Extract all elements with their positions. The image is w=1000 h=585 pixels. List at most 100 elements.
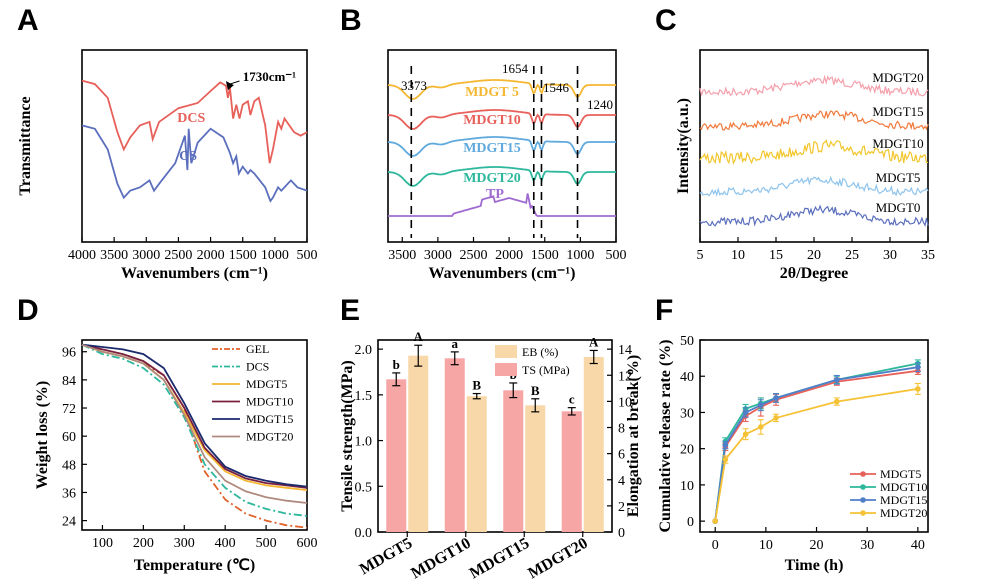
- data-point: [834, 377, 840, 383]
- y-tick-label: 2: [618, 500, 625, 515]
- legend-label: MDGT15: [880, 493, 927, 507]
- x-tick-label: 3000: [132, 248, 160, 263]
- tga-line-gel: [81, 343, 308, 529]
- legend-label: EB (%): [522, 345, 558, 359]
- y-tick-label: 60: [62, 430, 76, 445]
- panel-label-e: E: [340, 294, 360, 327]
- annotation-1730: 1730cm⁻¹: [243, 69, 296, 84]
- data-point: [722, 456, 729, 463]
- series-label: MDGT20: [463, 171, 521, 186]
- bar-eb: [466, 396, 487, 532]
- bar-ts: [444, 358, 465, 532]
- xrd-mdgt5: [699, 175, 929, 197]
- y-tick-label: 72: [62, 402, 76, 417]
- data-point: [722, 442, 729, 448]
- axis-title-y-left: Tensile strength(MPa): [339, 360, 356, 512]
- significance-letter: A: [589, 334, 599, 349]
- category-label: MDGT10: [408, 535, 473, 583]
- data-point: [915, 364, 921, 370]
- x-tick-label: 100: [92, 536, 113, 551]
- legend-swatch: [495, 363, 517, 376]
- legend-label: TS (MPa): [522, 363, 570, 377]
- panel-d-frame: [81, 339, 308, 531]
- axis-title-y-right: Elongation at break(%): [625, 355, 642, 517]
- xrd-mdgt20: [699, 74, 929, 97]
- x-tick-label: 4000: [68, 248, 96, 263]
- x-tick-label: 10: [759, 538, 773, 553]
- panel-label-f: F: [655, 294, 673, 327]
- significance-letter: A: [414, 329, 424, 344]
- legend-marker: [860, 497, 866, 503]
- y-tick-label: 10: [618, 395, 632, 410]
- series-label: MDGT 5: [465, 85, 519, 100]
- data-point: [773, 415, 779, 421]
- category-label: MDGT5: [357, 535, 416, 579]
- legend-label: GEL: [246, 342, 269, 356]
- axis-title-x: Wavenumbers (cm⁻¹): [429, 265, 576, 282]
- x-tick-label: 3000: [424, 248, 452, 263]
- x-tick-label: 30: [883, 248, 897, 263]
- category-label: MDGT15: [467, 535, 532, 583]
- axis-title-y: Intensity(a.u.): [675, 98, 692, 194]
- y-tick-label: 24: [62, 515, 76, 530]
- panel-label-d: D: [17, 294, 39, 327]
- series-label: MDGT10: [463, 113, 521, 128]
- axis-title-y: Cumulative release rate (%): [657, 340, 674, 533]
- y-tick-label: 96: [62, 346, 76, 361]
- x-tick-label: 200: [133, 536, 154, 551]
- axis-title-x: Temperature (℃): [134, 557, 256, 574]
- y-tick-label: 40: [680, 370, 694, 385]
- x-tick-label: 0: [712, 538, 719, 553]
- x-tick-label: 30: [860, 538, 874, 553]
- panel-label-a: A: [17, 4, 39, 37]
- panel-label-c: C: [655, 4, 677, 37]
- arrow-head: [225, 81, 234, 91]
- x-tick-label: 500: [606, 248, 627, 263]
- axis-title-x: Wavenumbers (cm⁻¹): [121, 265, 268, 282]
- panel-f-frame: [699, 339, 929, 533]
- series-label: MDGT10: [872, 136, 923, 151]
- y-tick-label: 6: [618, 448, 625, 463]
- series-label: MDGT0: [876, 200, 921, 215]
- x-tick-label: 10: [731, 248, 745, 263]
- x-tick-label: 3500: [100, 248, 128, 263]
- tga-line-dcs: [81, 343, 308, 517]
- legend-label: MDGT20: [246, 430, 293, 444]
- significance-letter: B: [531, 383, 540, 398]
- x-tick-label: 35: [921, 248, 935, 263]
- xrd-mdgt0: [699, 204, 929, 228]
- x-tick-label: 25: [845, 248, 859, 263]
- data-point: [758, 424, 764, 430]
- data-point: [834, 398, 840, 405]
- peak-label: 3373: [401, 78, 427, 93]
- x-tick-label: 5: [697, 248, 704, 263]
- x-tick-label: 300: [174, 536, 195, 551]
- panel-a-frame: [81, 49, 308, 243]
- legend-label: MDGT10: [246, 395, 293, 409]
- significance-letter: c: [569, 392, 575, 407]
- y-tick-label: 8: [618, 422, 625, 437]
- legend-label: MDGT10: [880, 480, 927, 494]
- bar-ts: [503, 390, 524, 532]
- panel-label-b: B: [340, 4, 362, 37]
- x-tick-label: 15: [769, 248, 783, 263]
- series-label: MDGT15: [872, 104, 923, 119]
- x-tick-label: 20: [807, 248, 821, 263]
- tga-line-mdgt20: [81, 343, 308, 504]
- panel-b-frame: [387, 49, 617, 243]
- x-tick-label: 400: [215, 536, 236, 551]
- legend-label: MDGT15: [246, 412, 293, 426]
- axis-title-x: 2θ/Degree: [780, 265, 848, 282]
- bar-eb: [525, 405, 546, 532]
- bar-eb: [583, 356, 604, 532]
- x-tick-label: 1000: [566, 248, 594, 263]
- legend-label: MDGT20: [880, 506, 927, 520]
- y-tick-label: 20: [680, 443, 694, 458]
- x-tick-label: 500: [256, 536, 277, 551]
- series-label: TP: [486, 187, 504, 202]
- annotation-arrow: [229, 80, 240, 85]
- x-tick-label: 2000: [495, 248, 523, 263]
- peak-label: 1546: [543, 80, 570, 95]
- peak-label: 1654: [502, 61, 529, 76]
